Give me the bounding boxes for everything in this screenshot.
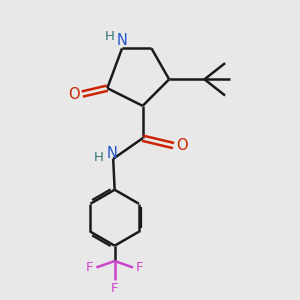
Text: O: O bbox=[68, 87, 80, 102]
Text: H: H bbox=[94, 151, 103, 164]
Text: F: F bbox=[136, 261, 144, 274]
Text: N: N bbox=[117, 33, 128, 48]
Text: F: F bbox=[85, 261, 93, 274]
Text: N: N bbox=[106, 146, 117, 161]
Text: F: F bbox=[111, 282, 118, 295]
Text: O: O bbox=[176, 138, 188, 153]
Text: H: H bbox=[105, 30, 115, 43]
